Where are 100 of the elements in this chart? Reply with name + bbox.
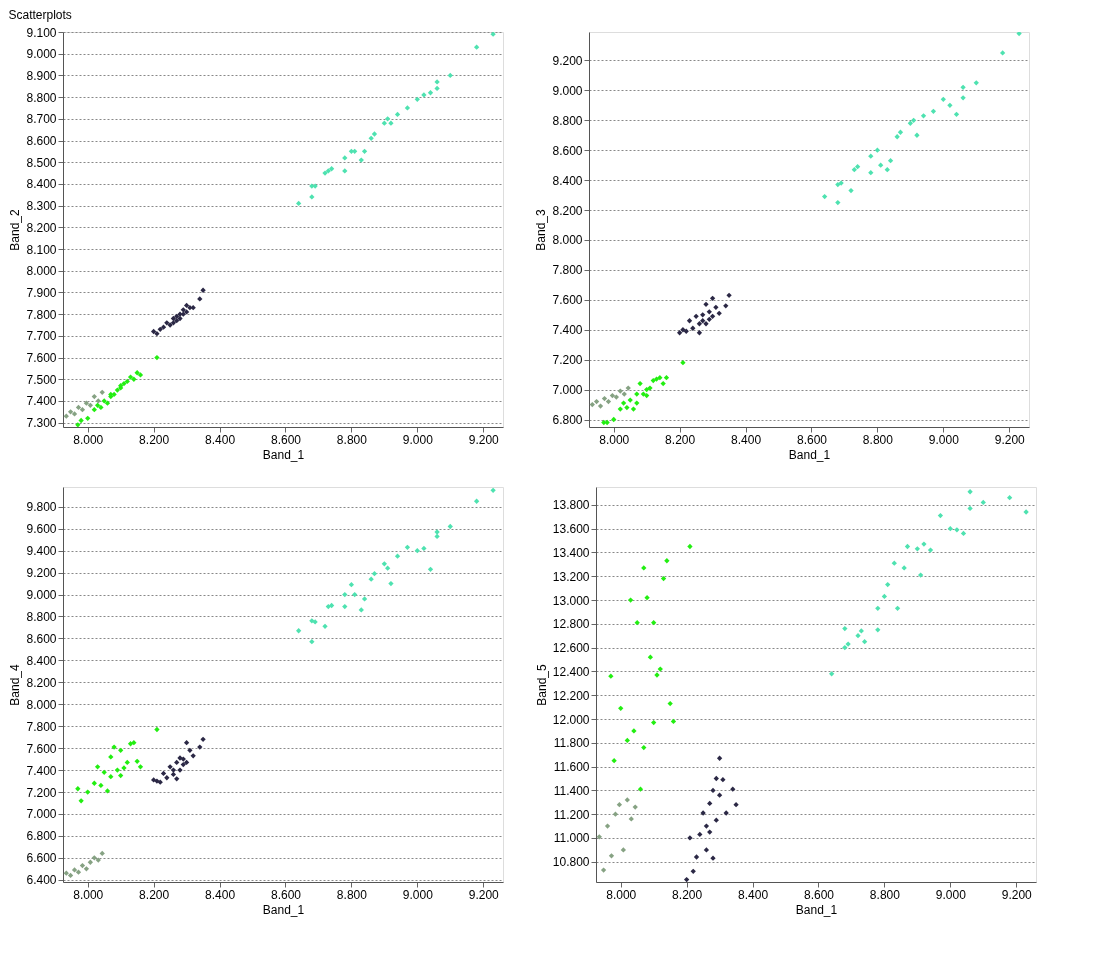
point [108, 774, 114, 780]
point [385, 116, 391, 122]
point [83, 400, 90, 406]
y-tick-label: 8.300 [26, 199, 57, 214]
point [651, 619, 657, 626]
y-tick-label: 8.800 [26, 90, 57, 105]
point [131, 376, 137, 382]
point [842, 625, 848, 632]
point [878, 162, 884, 168]
x-tick-label: 8.000 [73, 432, 104, 447]
y-tick-label: 9.400 [26, 544, 57, 559]
point [99, 850, 105, 857]
y-tick-label: 8.000 [26, 264, 57, 279]
point [118, 747, 124, 753]
point [608, 853, 615, 859]
point [597, 403, 604, 409]
y-tick-label: 9.800 [26, 500, 57, 515]
y-tick-label: 11.600 [553, 760, 590, 775]
point [624, 737, 630, 744]
point [589, 401, 595, 408]
x-axis-title: Band_1 [262, 447, 305, 462]
point [733, 802, 739, 808]
point [891, 560, 897, 566]
point [388, 580, 394, 587]
point [342, 603, 348, 610]
point [371, 571, 378, 577]
point [180, 307, 186, 313]
y-tick-label: 11.800 [553, 736, 590, 751]
point [887, 158, 894, 164]
y-tick-label: 13.400 [552, 545, 590, 560]
x-tick-label: 9.200 [1001, 887, 1033, 902]
x-tick-label: 8.200 [665, 432, 696, 447]
point [713, 304, 719, 310]
point [63, 870, 69, 876]
point [720, 777, 726, 783]
point [881, 593, 888, 600]
point [174, 776, 180, 782]
point [670, 718, 677, 725]
point [620, 847, 626, 853]
point [170, 771, 177, 778]
point [414, 547, 420, 554]
point [953, 111, 960, 117]
point [352, 148, 358, 155]
point [930, 108, 937, 114]
point [1006, 495, 1013, 501]
point [75, 404, 82, 411]
point [616, 802, 623, 808]
y-tick-label: 7.400 [26, 763, 57, 778]
point [154, 726, 160, 733]
y-tick-label: 7.900 [26, 285, 57, 300]
point [134, 370, 140, 376]
y-tick-label: 7.200 [552, 353, 583, 368]
point [858, 628, 864, 634]
chart-title: Scatterplots [8, 7, 72, 22]
x-tick-label: 8.800 [336, 887, 368, 902]
point [829, 671, 835, 677]
point [348, 582, 355, 588]
x-tick-label: 8.400 [738, 887, 769, 902]
x-tick-label: 9.000 [402, 887, 434, 902]
point [87, 859, 93, 865]
x-tick-label: 8.000 [599, 432, 630, 447]
point [91, 780, 97, 786]
y-tick-label: 8.400 [552, 173, 583, 188]
point [973, 80, 979, 86]
point [157, 326, 163, 332]
point [342, 591, 348, 598]
point [94, 764, 101, 770]
y-tick-label: 7.600 [552, 293, 583, 308]
point [693, 313, 699, 319]
point [190, 753, 196, 759]
y-tick-label: 8.400 [26, 177, 57, 192]
y-tick-label: 12.400 [552, 664, 590, 679]
point [706, 316, 712, 322]
point [131, 740, 137, 746]
point [183, 302, 190, 309]
point [690, 325, 696, 331]
point [703, 847, 710, 853]
point [947, 526, 953, 532]
y-tick-label: 8.200 [26, 220, 57, 235]
point [618, 705, 624, 711]
y-tick-label: 7.000 [552, 383, 583, 398]
y-tick-label: 11.400 [553, 783, 590, 798]
point [609, 392, 616, 399]
x-tick-label: 8.800 [869, 887, 901, 902]
point [67, 409, 74, 415]
point [71, 867, 78, 873]
point [104, 788, 111, 794]
point [630, 406, 637, 412]
point [190, 304, 196, 311]
point [703, 823, 710, 829]
y-tick-label: 10.800 [552, 855, 590, 870]
point [713, 817, 719, 823]
y-tick-label: 8.900 [26, 68, 57, 83]
point [200, 736, 206, 743]
point [309, 639, 315, 645]
point [687, 543, 693, 550]
point [328, 602, 335, 609]
point [75, 869, 82, 875]
y-tick-label: 8.200 [552, 203, 583, 218]
y-tick-label: 7.800 [26, 307, 57, 322]
